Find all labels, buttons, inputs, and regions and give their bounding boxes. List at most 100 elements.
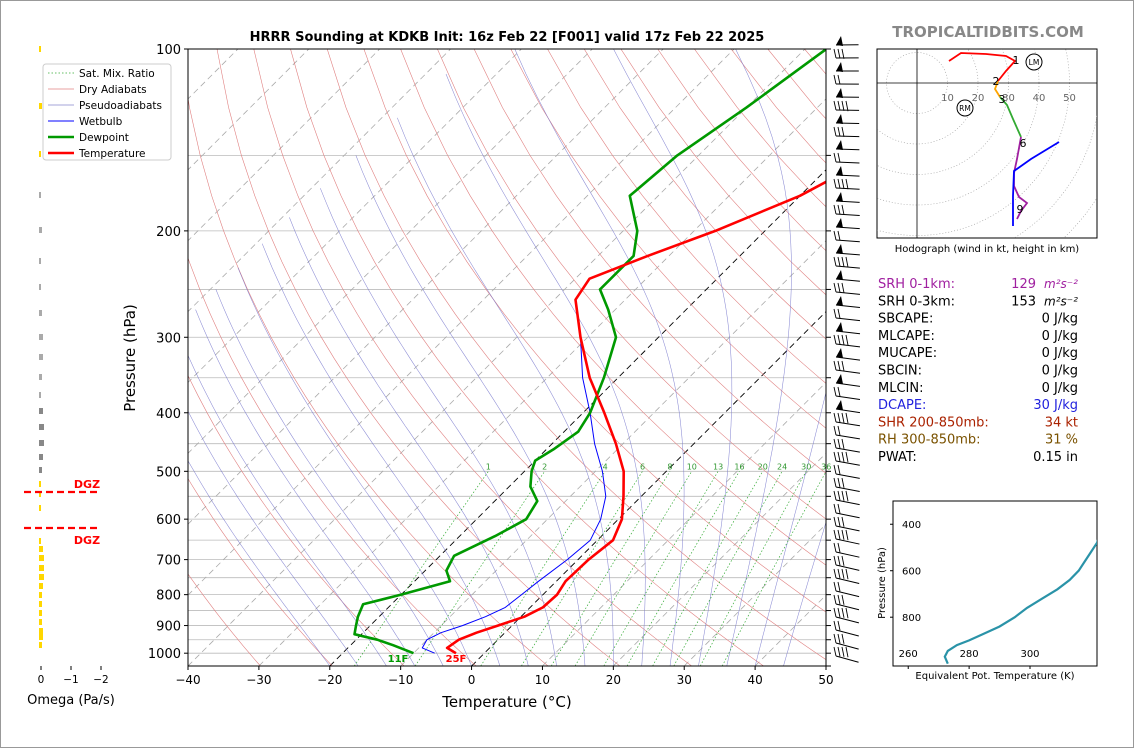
omega-bar: [39, 334, 43, 340]
y-tick-label: 500: [156, 465, 181, 480]
legend-label: Pseudoadiabats: [79, 100, 162, 112]
omega-bar: [39, 258, 41, 264]
omega-bar: [39, 619, 42, 625]
wind-barb-feather: [842, 283, 844, 293]
dry-adiabat: [217, 49, 620, 666]
stat-value: 153: [1011, 294, 1036, 309]
wind-barb-feather: [842, 179, 844, 189]
wind-barb-feather: [838, 569, 840, 578]
wind-barb-feather: [834, 413, 836, 422]
mixing-ratio-line: [604, 471, 718, 666]
hodograph-height-label: 2: [993, 75, 1000, 88]
wind-barb-feather: [838, 231, 840, 240]
mixing-ratio-label: 30: [801, 462, 811, 471]
stat-value: 0.15 in: [1033, 450, 1078, 465]
x-axis-label: Temperature (°C): [441, 693, 571, 711]
wind-barb: [836, 448, 860, 452]
stat-label: SRH 0-1km:: [878, 277, 955, 292]
wind-barb-feather: [834, 621, 836, 630]
wind-barb-flag: [836, 140, 843, 150]
hodograph-height-label: 9: [1017, 203, 1024, 216]
wind-barb-feather: [838, 205, 840, 214]
omega-bar: [39, 481, 41, 487]
wind-barb-feather: [842, 439, 844, 449]
hodograph-ring-label: 20: [972, 93, 985, 104]
x-tick-label: 50: [818, 673, 833, 687]
y-tick-label: 200: [156, 225, 181, 240]
wind-barb-feather: [834, 153, 836, 162]
wind-barb-feather: [838, 49, 840, 58]
omega-bar: [39, 310, 42, 316]
y-tick-label: 700: [156, 554, 181, 569]
wind-barb-feather: [846, 608, 848, 618]
dry-adiabat: [144, 49, 477, 666]
wind-barb-feather: [838, 75, 840, 84]
wind-barb-feather: [838, 101, 840, 110]
wind-barb-feather: [838, 452, 840, 461]
stat-label: PWAT:: [878, 450, 917, 465]
wind-barb-feather: [834, 387, 836, 396]
wind-barb: [836, 656, 859, 662]
wind-barb-feather: [842, 569, 844, 579]
wind-barb-feather: [834, 478, 836, 487]
omega-bar: [39, 555, 44, 561]
mixing-ratio-label: 24: [777, 462, 787, 471]
wind-barb-feather: [834, 49, 836, 58]
wind-barb: [836, 552, 859, 557]
dry-adiabat: [254, 49, 692, 666]
stat-unit: m²s⁻²: [1044, 277, 1078, 291]
wind-barb-feather: [834, 309, 836, 318]
wind-barb-feather: [834, 283, 836, 292]
x-tick-label: −20: [317, 673, 342, 687]
hodograph-height-label: 1: [1013, 54, 1020, 67]
y-tick-label: 1000: [148, 647, 181, 662]
mixing-ratio-label: 10: [687, 462, 697, 471]
wind-barb-feather: [846, 491, 848, 501]
wind-barb-feather: [834, 647, 836, 656]
dry-adiabat: [1, 49, 45, 666]
stat-value: 31 %: [1045, 433, 1078, 448]
theta-e-y-tick-label: 800: [902, 613, 921, 624]
omega-bar: [39, 284, 41, 290]
hodograph-ring-label: 10: [941, 93, 954, 104]
pseudoadiabat: [727, 49, 792, 666]
mixing-ratio-line: [575, 471, 692, 666]
stat-label: SHR 200-850mb:: [878, 415, 989, 430]
wind-barb-feather: [834, 556, 836, 565]
wind-barb: [836, 630, 859, 636]
wind-barb: [836, 513, 860, 518]
wind-barb-feather: [838, 478, 840, 487]
wind-barb-feather: [846, 257, 848, 267]
wind-barb-feather: [834, 634, 836, 643]
hodograph-ring-label: 40: [1033, 93, 1046, 104]
omega-bar: [39, 574, 44, 580]
wind-barb-feather: [842, 634, 844, 644]
mixing-ratio-label: 13: [713, 462, 723, 471]
omega-bar: [39, 392, 41, 398]
pseudoadiabat: [196, 310, 415, 666]
x-tick-label: −10: [388, 673, 413, 687]
wind-barb-feather: [838, 179, 840, 188]
wind-barb-feather: [838, 504, 840, 513]
wind-barb: [836, 526, 860, 531]
pseudoadiabat: [614, 49, 732, 666]
wind-barb-feather: [834, 257, 836, 266]
wind-barb-feather: [838, 517, 840, 526]
surface-dewpoint-label: 11F: [388, 654, 409, 665]
wind-barb-feather: [834, 452, 836, 461]
legend-label: Sat. Mix. Ratio: [79, 68, 155, 80]
wind-barb-feather: [838, 621, 840, 630]
omega-bar: [39, 374, 42, 380]
omega-bar: [39, 46, 41, 52]
wind-barb-feather: [834, 75, 836, 84]
y-tick-label: 400: [156, 407, 181, 422]
wind-barb-feather: [834, 582, 836, 591]
wind-barb-flag: [836, 400, 843, 410]
stat-value: 30 J/kg: [1033, 398, 1078, 413]
wind-barb-feather: [842, 101, 844, 111]
wind-barb-feather: [838, 595, 840, 604]
wind-barb-feather: [834, 608, 836, 617]
y-tick-label: 600: [156, 513, 181, 528]
wind-barb-feather: [838, 556, 840, 565]
